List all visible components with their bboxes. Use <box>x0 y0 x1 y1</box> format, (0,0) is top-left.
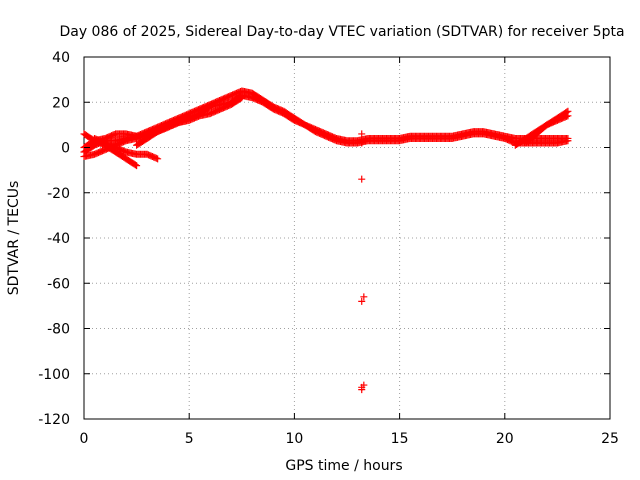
x-tick-label: 0 <box>80 431 89 447</box>
axis-ticks: 0 5 10 15 20 25 40 20 0 -20 -40 -60 -80 -100 -120 <box>38 50 619 447</box>
data-point <box>360 293 368 301</box>
series-main-band-a <box>80 91 572 151</box>
y-tick-label: 40 <box>52 50 70 66</box>
y-tick-label: -120 <box>38 412 70 428</box>
y-tick-label: -60 <box>47 276 70 292</box>
data-points <box>80 87 572 394</box>
data-point <box>358 386 366 394</box>
data-point <box>564 112 572 120</box>
plot-frame <box>83 56 611 420</box>
series-main-band-b <box>80 87 572 156</box>
data-point <box>154 155 162 163</box>
data-point <box>358 139 366 147</box>
chart-title: Day 086 of 2025, Sidereal Day-to-day VTE… <box>59 24 624 40</box>
series-branch-down-2 <box>91 134 162 163</box>
data-point <box>238 94 246 102</box>
grid-lines <box>84 57 610 419</box>
data-point <box>133 162 141 170</box>
x-tick-label: 25 <box>601 431 619 447</box>
y-tick-label: 20 <box>52 95 70 111</box>
y-tick-label: -100 <box>38 367 70 383</box>
x-axis-label: GPS time / hours <box>285 458 402 474</box>
data-point <box>131 161 139 169</box>
x-tick-label: 5 <box>185 431 194 447</box>
data-point <box>564 137 572 145</box>
y-axis-label: SDTVAR / TECUs <box>6 181 22 296</box>
x-tick-label: 15 <box>391 431 409 447</box>
series-outliers <box>358 130 368 394</box>
x-tick-label: 20 <box>496 431 514 447</box>
y-tick-label: -40 <box>47 231 70 247</box>
y-tick-label: 0 <box>61 141 70 157</box>
y-tick-label: -80 <box>47 322 70 338</box>
y-tick-label: -20 <box>47 186 70 202</box>
x-tick-label: 10 <box>285 431 303 447</box>
data-point <box>358 297 366 305</box>
series-branch-up-2 <box>133 94 246 149</box>
data-point <box>358 175 366 183</box>
data-point <box>358 130 366 138</box>
data-point <box>237 94 245 102</box>
series-tail-up-2 <box>511 112 572 149</box>
